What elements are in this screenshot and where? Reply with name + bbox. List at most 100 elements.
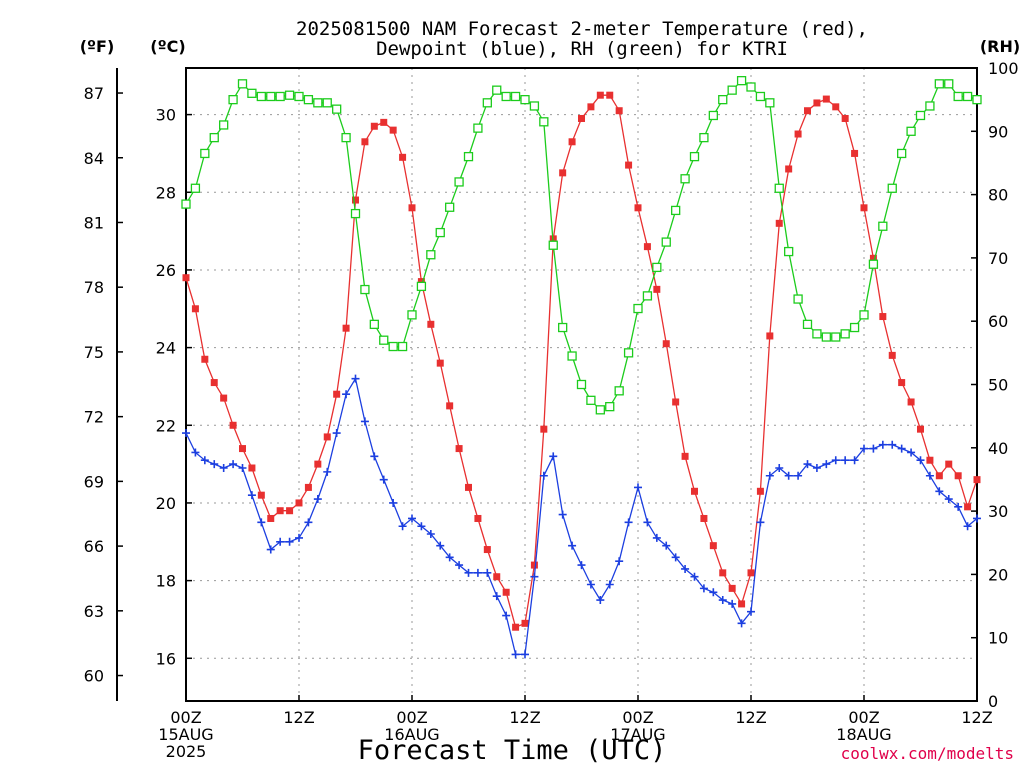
temperature-marker bbox=[917, 425, 924, 433]
rh-marker bbox=[510, 91, 521, 102]
temperature-marker bbox=[672, 398, 680, 406]
temperature-marker bbox=[794, 130, 802, 138]
temperature-marker bbox=[653, 285, 661, 293]
dewpoint-marker bbox=[436, 541, 445, 550]
time-tick-label: 16AUG bbox=[384, 725, 439, 744]
dewpoint-marker bbox=[313, 495, 322, 504]
temperature-marker bbox=[201, 355, 209, 363]
rh-marker bbox=[463, 151, 474, 162]
temperature-marker bbox=[446, 402, 454, 410]
temperature-marker bbox=[662, 340, 670, 348]
celsius-tick-label: 16 bbox=[156, 649, 176, 668]
dewpoint-marker bbox=[709, 588, 718, 597]
temperature-marker bbox=[286, 507, 294, 515]
rh-marker bbox=[586, 395, 596, 405]
rh-marker bbox=[200, 148, 210, 159]
temperature-marker bbox=[634, 204, 642, 212]
temperature-marker bbox=[559, 169, 567, 177]
celsius-tick-label: 30 bbox=[156, 106, 176, 125]
temperature-marker bbox=[945, 460, 953, 468]
fahrenheit-tick-label: 66 bbox=[84, 537, 104, 556]
temperature-marker bbox=[389, 126, 397, 134]
dewpoint-marker bbox=[417, 522, 426, 531]
temperature-marker bbox=[380, 118, 388, 126]
temperature-marker bbox=[304, 483, 312, 491]
rh-marker bbox=[473, 123, 483, 133]
temperature-marker bbox=[775, 219, 783, 227]
rh-marker bbox=[284, 90, 295, 100]
rh-tick-label: 90 bbox=[988, 122, 1008, 141]
rh-marker bbox=[369, 319, 379, 330]
dewpoint-marker bbox=[634, 483, 642, 492]
dewpoint-marker bbox=[285, 537, 294, 546]
temperature-marker bbox=[606, 91, 614, 99]
rh-tick-label: 60 bbox=[988, 312, 1008, 331]
temperature-marker bbox=[361, 138, 369, 146]
time-tick-label: 00Z bbox=[622, 708, 653, 727]
dewpoint-marker bbox=[229, 460, 238, 469]
rh-marker bbox=[529, 101, 540, 111]
rh-unit-label: (RH) bbox=[980, 37, 1020, 56]
temperature-marker bbox=[540, 425, 548, 433]
rh-marker bbox=[539, 117, 549, 127]
temperature-marker bbox=[709, 542, 717, 550]
rh-marker bbox=[633, 303, 643, 314]
rh-marker bbox=[190, 183, 201, 193]
temperature-marker bbox=[700, 514, 708, 522]
dewpoint-marker bbox=[577, 561, 586, 570]
temperature-line bbox=[185, 94, 978, 629]
temperature-marker bbox=[248, 464, 256, 472]
dewpoint-marker bbox=[699, 584, 708, 593]
rh-marker bbox=[953, 91, 963, 102]
rh-marker bbox=[699, 132, 709, 143]
dewpoint-marker bbox=[944, 495, 953, 504]
dewpoint-marker bbox=[530, 572, 539, 581]
dewpoint-marker bbox=[747, 607, 755, 616]
rh-marker bbox=[736, 76, 747, 86]
rh-marker bbox=[642, 291, 653, 301]
dewpoint-marker bbox=[210, 460, 219, 469]
rh-marker bbox=[219, 120, 229, 130]
time-tick-label: 12Z bbox=[509, 708, 540, 727]
rh-marker bbox=[680, 174, 690, 184]
temperature-marker bbox=[502, 588, 510, 596]
chart-title-line2: Dewpoint (blue), RH (green) for KTRI bbox=[376, 38, 788, 60]
dewpoint-marker bbox=[690, 572, 699, 581]
dewpoint-marker bbox=[784, 471, 793, 480]
dewpoint-marker bbox=[850, 456, 859, 465]
rh-marker bbox=[445, 202, 455, 212]
dewpoint-marker bbox=[276, 537, 285, 546]
dewpoint-marker bbox=[370, 452, 379, 461]
celsius-tick-label: 18 bbox=[156, 572, 176, 591]
celsius-tick-label: 22 bbox=[156, 416, 176, 435]
rh-marker bbox=[812, 329, 822, 339]
temperature-marker bbox=[474, 514, 482, 522]
time-tick-label: 17AUG bbox=[610, 725, 665, 744]
temperature-marker bbox=[352, 196, 359, 204]
rh-marker bbox=[407, 310, 417, 320]
dewpoint-marker bbox=[812, 463, 821, 472]
fahrenheit-tick-label: 75 bbox=[84, 343, 104, 362]
rh-marker bbox=[708, 110, 718, 121]
dewpoint-marker bbox=[963, 522, 972, 531]
dewpoint-marker bbox=[342, 390, 351, 399]
rh-marker bbox=[859, 310, 869, 320]
temperature-marker bbox=[578, 114, 585, 122]
rh-marker bbox=[934, 79, 944, 89]
dewpoint-marker bbox=[681, 564, 690, 573]
dewpoint-marker bbox=[794, 471, 803, 480]
temperature-marker bbox=[625, 161, 633, 169]
dewpoint-marker bbox=[464, 568, 473, 577]
rh-marker bbox=[623, 348, 634, 358]
temperature-marker bbox=[587, 103, 595, 111]
rh-marker bbox=[605, 402, 615, 412]
rh-marker bbox=[595, 405, 605, 415]
rh-marker bbox=[944, 79, 954, 89]
dewpoint-marker bbox=[398, 522, 407, 531]
dewpoint-marker bbox=[841, 456, 850, 465]
rh-marker bbox=[247, 88, 257, 98]
rh-marker bbox=[821, 332, 831, 342]
dewpoint-marker bbox=[332, 429, 341, 438]
rh-marker bbox=[727, 85, 737, 95]
dewpoint-line bbox=[185, 376, 978, 656]
